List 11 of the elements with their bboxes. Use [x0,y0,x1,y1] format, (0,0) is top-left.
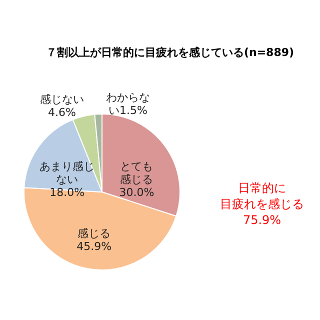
data-label: 4.6% [48,106,76,119]
text: 日常的に目疲れを感じる75.9% [220,181,304,227]
data-label: 45.9% [76,240,112,254]
data-label: 30.0% [119,186,154,199]
slice-label: 感じない [40,93,84,106]
slice-label: あまり感じない [40,160,95,186]
slice-label: わからない1.5% [106,91,150,117]
slice-label: とても感じる [120,160,154,186]
data-label: 18.0% [50,186,85,200]
slice-label: 感じる [78,227,111,240]
chart-title: ７割以上が日常的に目疲れを感じている(n=889) [46,46,294,59]
